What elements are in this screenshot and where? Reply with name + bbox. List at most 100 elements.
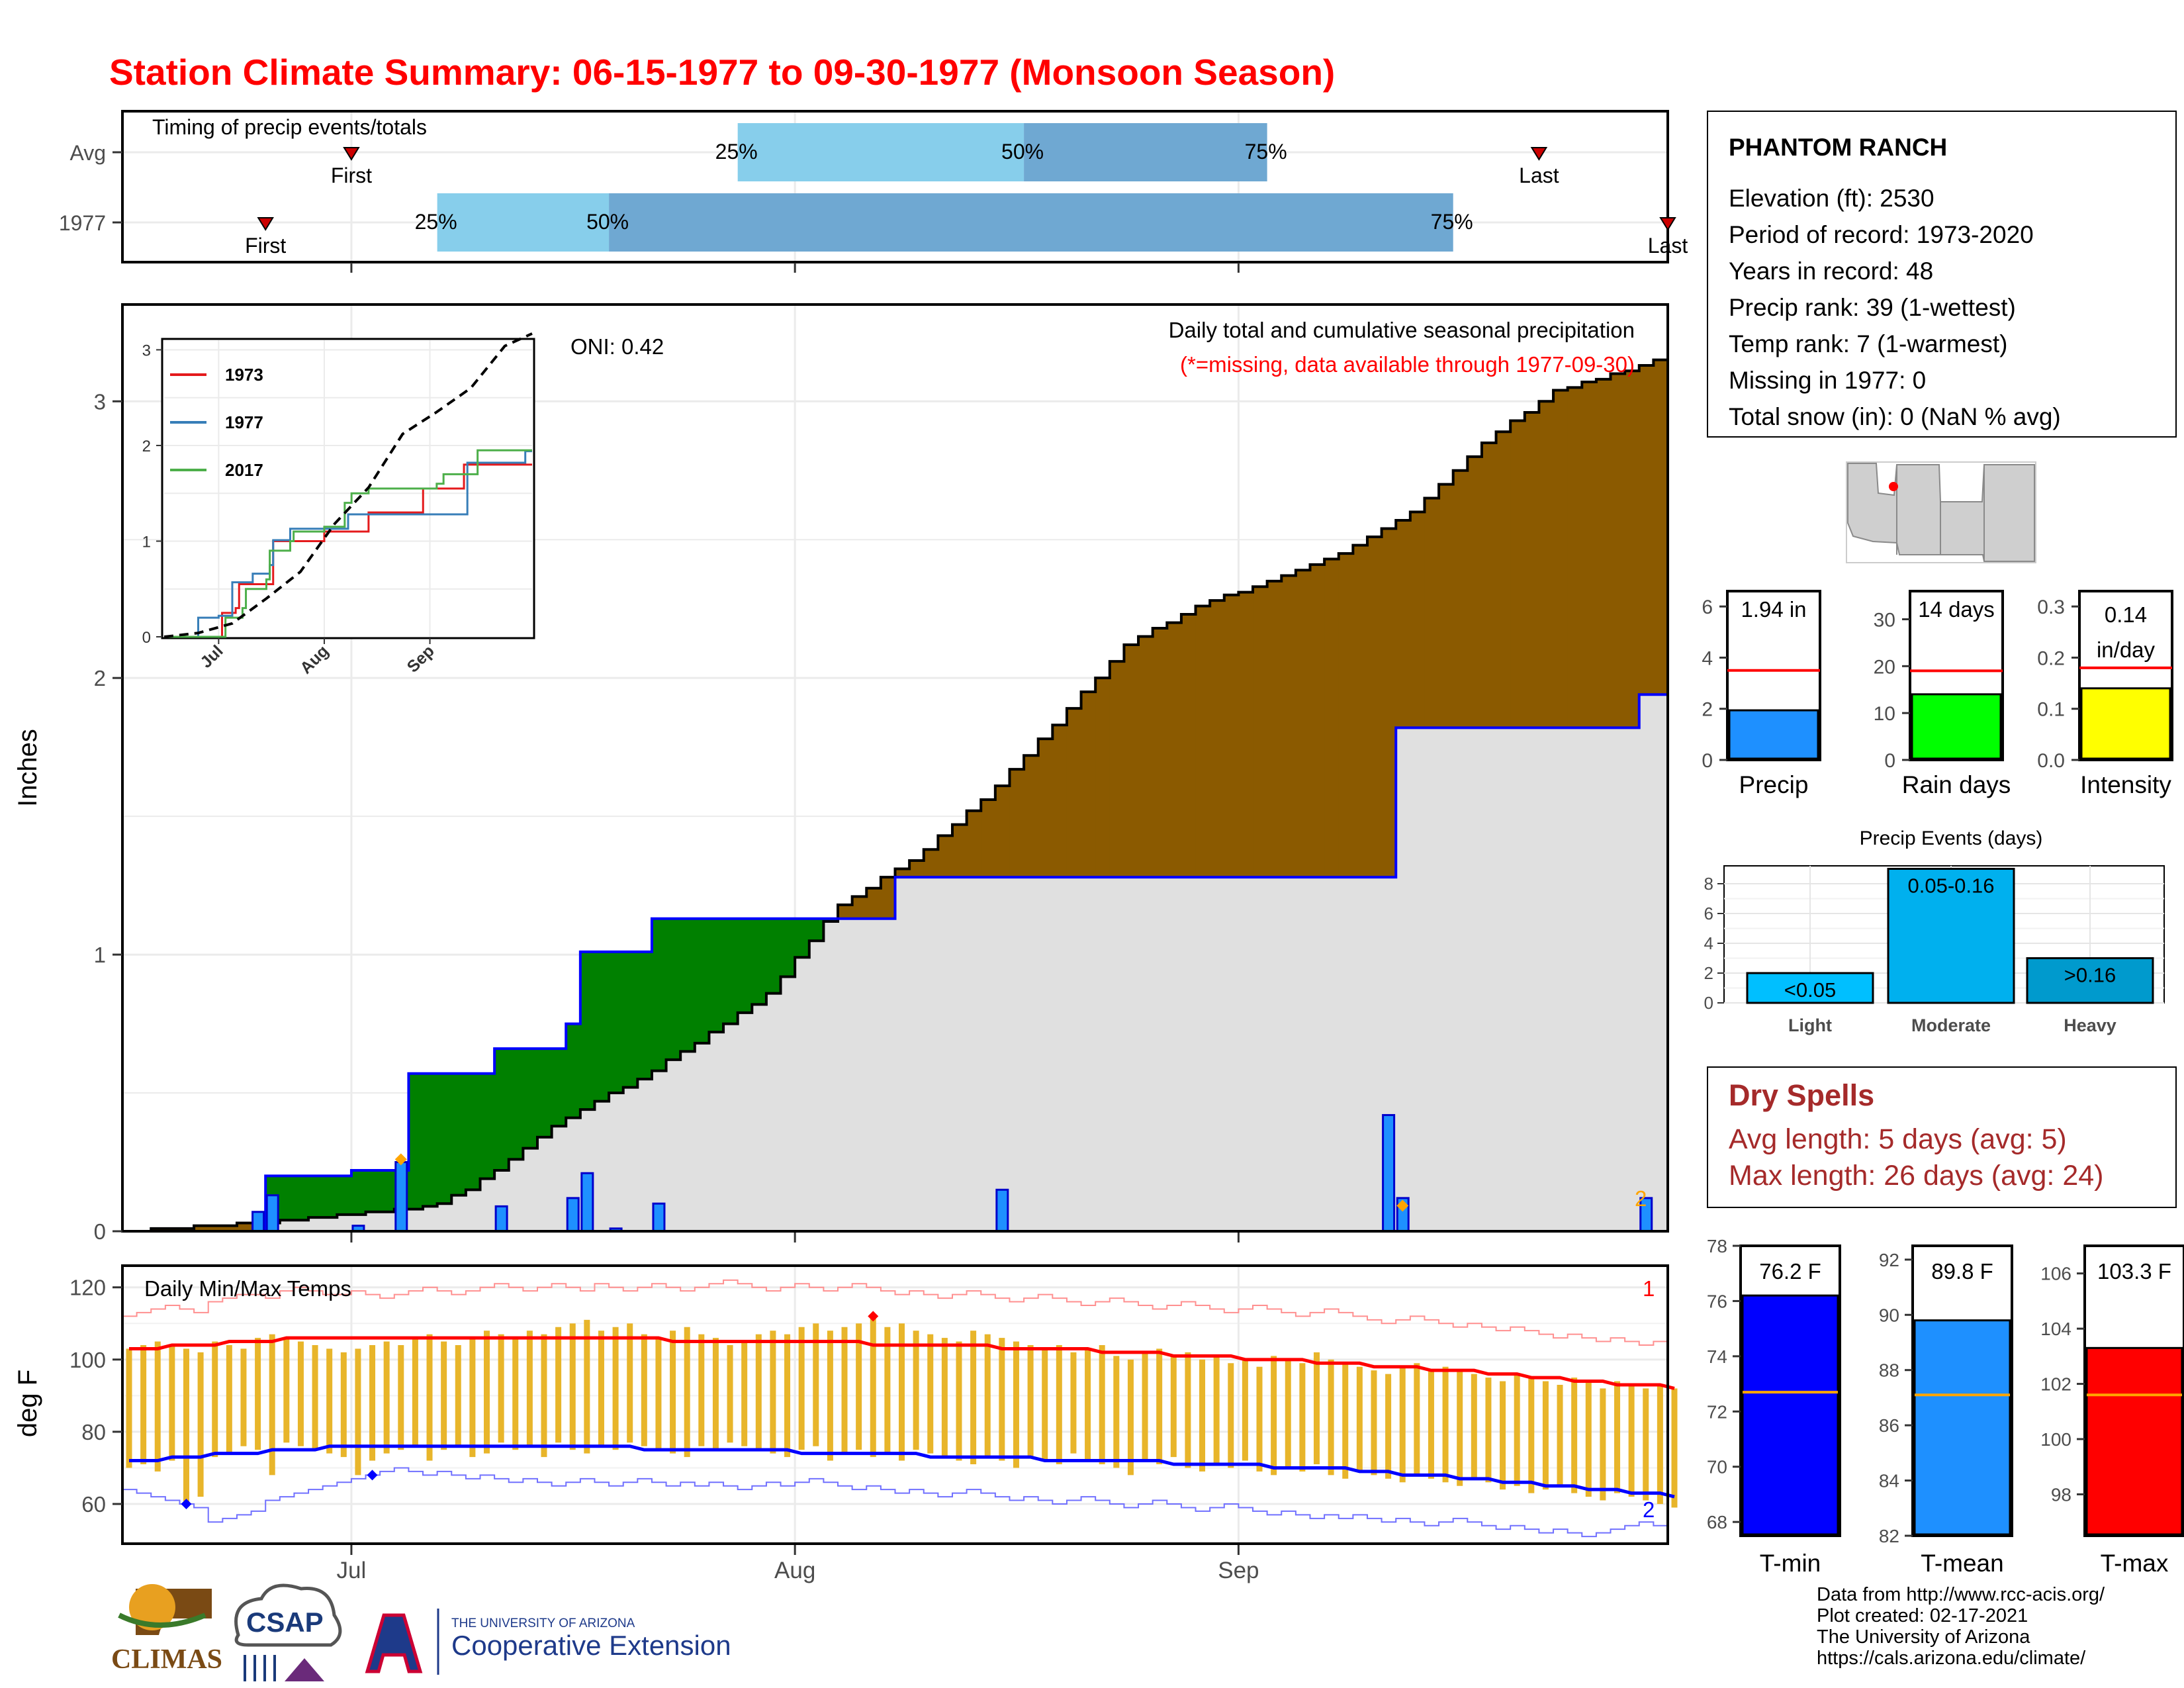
precip-panel-frame	[121, 303, 1669, 1233]
precip-diff-area-60	[981, 800, 996, 878]
precip-diff-area-66	[1066, 708, 1082, 878]
daily-temp-bar-64	[1042, 1348, 1048, 1461]
timing-last-label-1: Last	[1648, 234, 1688, 258]
daily-temp-bar-95	[1485, 1378, 1492, 1483]
precip-diff-area-61	[995, 786, 1011, 878]
daily-temp-bar-30	[555, 1327, 562, 1443]
precip-diff-area-31	[566, 1023, 581, 1118]
daily-temp-bar-91	[1428, 1370, 1434, 1479]
daily-temp-bar-28	[526, 1331, 533, 1446]
precip-diff-area-74	[1181, 614, 1197, 878]
precip-diff-area-13	[308, 1176, 324, 1218]
timing-bar-q2-0	[1024, 123, 1267, 181]
dry-spells-max: Max length: 26 days (avg: 24)	[1729, 1160, 2103, 1192]
daily-temp-bar-69	[1113, 1356, 1120, 1468]
temp-total-bar-1	[1913, 1319, 2011, 1536]
timing-row-label-1: 1977	[59, 211, 106, 235]
timing-first-marker-icon-0	[343, 147, 360, 161]
csap-logo: CSAP	[234, 1583, 342, 1681]
precip-diff-area-84	[1324, 559, 1340, 878]
station-location-dot	[1889, 482, 1898, 491]
daily-temp-bar-47	[798, 1327, 805, 1450]
total-ytick-label-1-0: 0	[1884, 750, 1895, 772]
month-label-0: Jul	[337, 1558, 367, 1583]
daily-temp-bar-72	[1156, 1348, 1163, 1464]
ua-small-text: THE UNIVERSITY OF ARIZONA	[451, 1617, 635, 1630]
precip-diff-area-62	[1009, 769, 1024, 878]
climas-sun-icon	[129, 1584, 175, 1630]
climas-swoosh-icon	[118, 1613, 206, 1628]
precip-ytick-label-1: 1	[94, 943, 106, 967]
precip-diff-area-40	[694, 918, 710, 1043]
precip-diff-area-92	[1439, 484, 1454, 728]
total-ytick-label-0-1: 2	[1702, 699, 1713, 721]
events-ytick-label-4: 8	[1704, 874, 1713, 894]
record-low-line	[122, 1467, 1668, 1538]
timing-first-label-0: First	[331, 164, 372, 187]
temp-total-ytick-label-0-5: 78	[1707, 1236, 1727, 1256]
precip-diff-area-33	[594, 951, 610, 1102]
inset-xtick-label-0: Jul	[197, 641, 226, 671]
daily-temp-bar-41	[712, 1338, 719, 1450]
precip-diff-area-45	[766, 918, 782, 994]
precip-diff-area-89	[1396, 520, 1411, 728]
precip-diff-area-63	[1024, 755, 1039, 878]
total-xlabel-1: Rain days	[1902, 771, 2011, 798]
info-line-elevation: Elevation (ft): 2530	[1729, 185, 1934, 212]
daily-temp-bar-39	[684, 1327, 690, 1458]
daily-precip-bar-10	[1382, 1113, 1396, 1233]
precip-diff-area-102	[1582, 382, 1597, 728]
daily-temp-bar-7	[226, 1345, 232, 1454]
precip-diff-area-3	[165, 1228, 181, 1231]
daily-temp-bar-9	[255, 1338, 261, 1450]
credit-line-created: Plot created: 02-17-2021	[1817, 1605, 2028, 1626]
daily-temp-bar-79	[1256, 1366, 1263, 1472]
events-category-label-2: Heavy	[2064, 1015, 2116, 1035]
inset-series-line-1	[164, 450, 532, 638]
precip-diff-area-100	[1553, 390, 1569, 728]
daily-temp-bar-103	[1600, 1388, 1606, 1501]
precip-diff-area-68	[1095, 678, 1111, 878]
temp-total-ytick-label-1-5: 92	[1879, 1250, 1899, 1270]
precip-subtitle: Daily total and cumulative seasonal prec…	[1169, 318, 1635, 342]
daily-precip-bar-4	[494, 1205, 508, 1233]
precip-diff-area-12	[294, 1176, 309, 1221]
precip-diff-area-42	[723, 918, 739, 1024]
precip-diff-area-53	[880, 877, 896, 919]
temp-total-xlabel-0: T-min	[1760, 1550, 1821, 1577]
precip-diff-area-101	[1567, 387, 1582, 728]
page-title: Station Climate Summary: 06-15-1977 to 0…	[109, 52, 1335, 93]
csap-rain-icon	[244, 1655, 276, 1681]
daily-temp-bar-21	[426, 1334, 433, 1461]
daily-temp-bar-3	[169, 1345, 175, 1461]
temp-ytick-label-3: 120	[69, 1276, 106, 1300]
daily-temp-bar-2	[154, 1341, 161, 1472]
inset-legend-label-2: 2017	[225, 460, 263, 480]
daily-temp-bar-80	[1271, 1356, 1277, 1476]
temp-total-value-label-1: 89.8 F	[1931, 1259, 1993, 1284]
total-bar-0	[1728, 709, 1819, 760]
events-category-label-1: Moderate	[1911, 1015, 1991, 1035]
precip-diff-area-93	[1453, 470, 1468, 728]
total-ytick-label-0-0: 0	[1702, 750, 1713, 772]
inset-ytick-label-2: 2	[142, 438, 151, 455]
daily-temp-bar-38	[670, 1331, 676, 1454]
daily-temp-bar-43	[741, 1341, 748, 1446]
timing-quartile-bars	[437, 123, 1453, 252]
daily-temp-bar-24	[469, 1338, 476, 1458]
temp-panel-title: Daily Min/Max Temps	[144, 1276, 351, 1301]
precip-diff-area-18	[380, 1170, 395, 1212]
daily-temp-bar-77	[1228, 1363, 1234, 1468]
total-bar-2	[2080, 687, 2171, 760]
precip-diff-area-46	[780, 918, 796, 977]
inset-xtick-label-1: Aug	[296, 641, 332, 677]
daily-temp-bar-65	[1056, 1345, 1062, 1464]
daily-temp-bar-31	[569, 1323, 576, 1450]
precip-diff-area-43	[737, 918, 752, 1013]
daily-temp-bar-0	[126, 1348, 132, 1468]
temp-total-value-label-0: 76.2 F	[1759, 1259, 1821, 1284]
temp-total-ytick-label-0-1: 70	[1707, 1457, 1727, 1477]
total-ytick-label-2-2: 0.2	[2037, 647, 2065, 669]
events-bar-label-0: <0.05	[1784, 978, 1836, 1002]
